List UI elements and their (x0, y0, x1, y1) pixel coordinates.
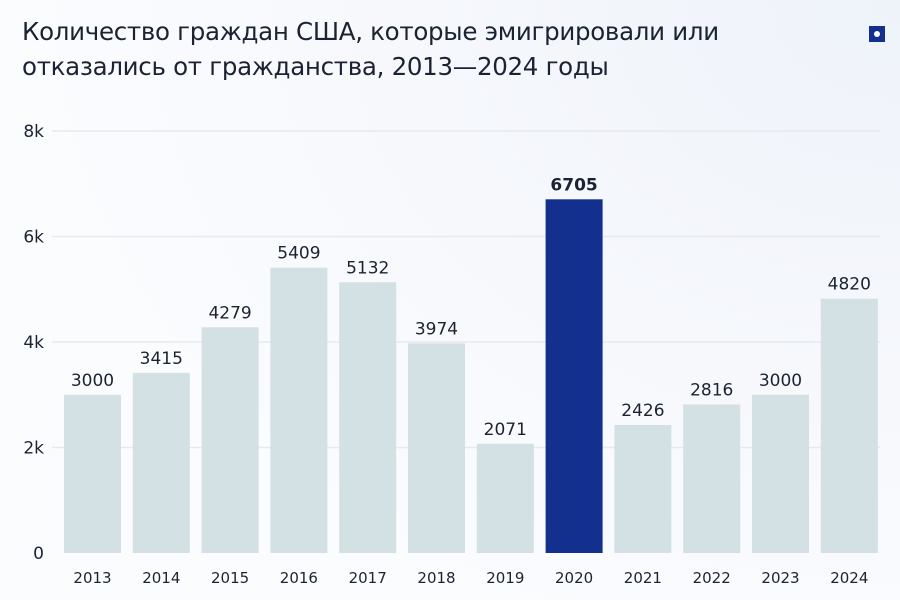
x-tick-label: 2019 (486, 569, 524, 587)
data-label: 4820 (828, 275, 871, 295)
data-label: 5409 (277, 244, 320, 264)
data-label: 2816 (690, 380, 733, 400)
y-tick-label: 6k (23, 228, 44, 248)
data-label: 2426 (621, 401, 664, 421)
x-tick-label: 2015 (211, 569, 249, 587)
y-tick-label: 2k (23, 439, 44, 459)
data-label: 3000 (71, 371, 114, 391)
y-tick-label: 4k (23, 333, 44, 353)
bar-2024 (820, 298, 878, 553)
x-tick-label: 2022 (693, 569, 731, 587)
x-tick-label: 2023 (761, 569, 799, 587)
x-tick-label: 2020 (555, 569, 593, 587)
x-tick-label: 2013 (73, 569, 111, 587)
bar-2013 (64, 394, 121, 553)
data-label: 3974 (415, 319, 458, 339)
data-label: 6705 (550, 175, 597, 195)
y-tick-label: 8k (23, 122, 44, 142)
chart-title: Количество граждан США, которые эмигриро… (22, 17, 719, 81)
x-tick-label: 2018 (417, 569, 455, 587)
data-label: 3000 (759, 371, 802, 391)
square-dot-icon (869, 26, 885, 42)
data-label: 4279 (208, 303, 251, 323)
data-label: 2071 (484, 420, 527, 440)
bar-2016 (270, 267, 328, 553)
bar-2023 (752, 394, 809, 553)
x-tick-label: 2021 (624, 569, 662, 587)
bar-2019 (476, 443, 534, 553)
bar-2018 (408, 343, 465, 553)
bar-2017 (339, 282, 397, 553)
bar-2022 (683, 404, 741, 553)
y-tick-label: 0 (33, 544, 44, 564)
x-tick-label: 2016 (280, 569, 318, 587)
bar-2020 (545, 199, 603, 553)
data-label: 3415 (140, 349, 183, 369)
bar-2015 (201, 327, 259, 553)
bar-2014 (132, 372, 190, 553)
x-tick-label: 2014 (142, 569, 180, 587)
x-tick-label: 2024 (830, 569, 868, 587)
bar-2021 (614, 425, 672, 553)
x-tick-label: 2017 (349, 569, 387, 587)
data-label: 5132 (346, 258, 389, 278)
